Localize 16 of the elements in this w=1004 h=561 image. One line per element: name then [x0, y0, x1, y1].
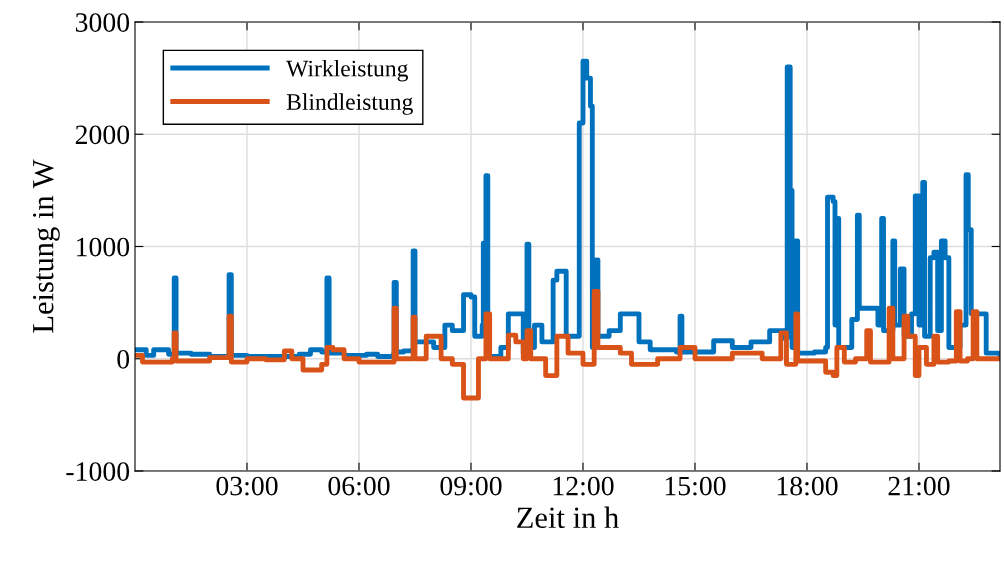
legend-label: Wirkleistung — [286, 59, 408, 82]
y-tick-label: 1000 — [77, 237, 130, 257]
x-tick-label: 03:00 — [216, 476, 278, 496]
y-tick-label: -1000 — [66, 462, 130, 481]
x-tick-label: 21:00 — [888, 476, 950, 496]
y-tick-label: 2000 — [75, 125, 130, 145]
x-tick-label: 18:00 — [777, 476, 838, 496]
x-tick-label: 12:00 — [553, 476, 614, 496]
x-tick-label: 15:00 — [665, 476, 726, 496]
legend-label: Blindleistung — [286, 93, 413, 115]
x-tick-label: 09:00 — [440, 476, 502, 496]
y-axis-title: Leistung in W — [32, 159, 60, 333]
y-tick-label: 0 — [117, 349, 130, 369]
y-tick-label: 3000 — [75, 13, 130, 32]
x-tick-label: 06:00 — [328, 476, 390, 496]
x-axis-title: Zeit in h — [517, 506, 619, 529]
